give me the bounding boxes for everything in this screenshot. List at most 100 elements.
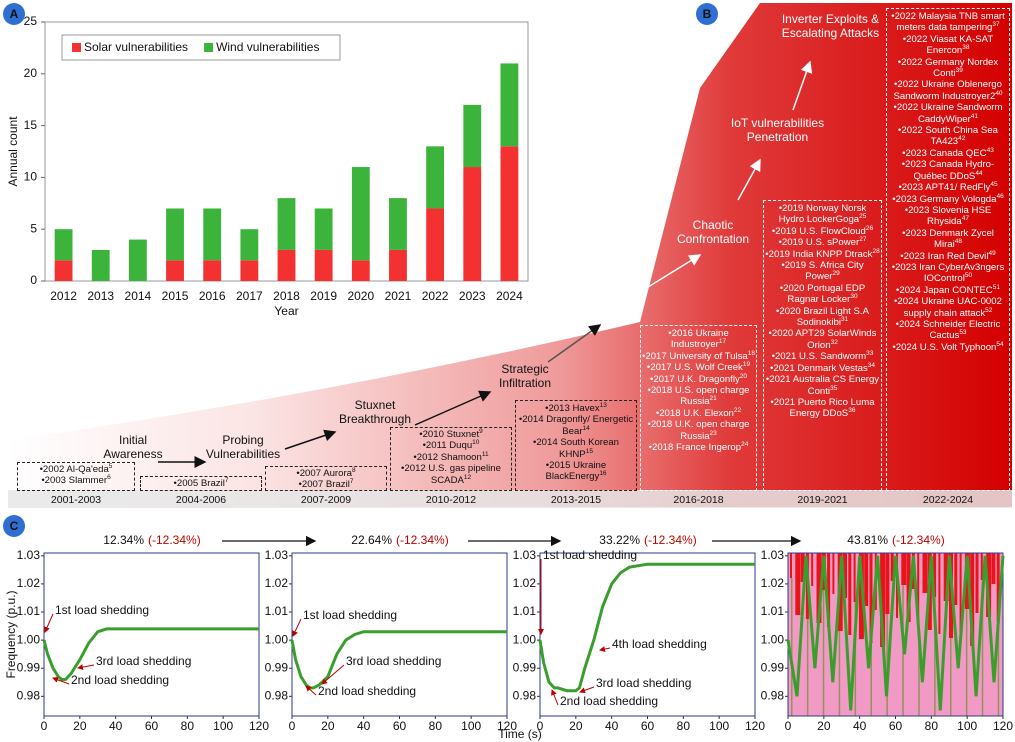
x-tick-label: 2012 <box>50 289 77 303</box>
panel-label: B <box>703 7 712 21</box>
event-ref: 23 <box>709 429 717 437</box>
event-text: •2018 U.K. open charge Russia <box>647 419 750 442</box>
y-tick-label: 1.00 <box>761 632 785 646</box>
event-ref: 34 <box>867 361 875 369</box>
event: •2019 S. Africa City Power29 <box>765 260 880 283</box>
y-tick-label: 0.98 <box>513 688 537 702</box>
stage-arrows <box>158 390 492 468</box>
event-text: •2023 Canada QEC <box>902 147 987 159</box>
x-tick-label: 60 <box>889 719 903 733</box>
event: •2002 Al-Qa'eda5 <box>19 462 133 475</box>
event-text: •2005 Brazil <box>173 478 225 489</box>
title-value: 22.64% <box>351 533 392 547</box>
event-text: •2019 S. Africa City Power <box>781 260 864 283</box>
event-box: •2002 Al-Qa'eda5 •2003 Slammer6 <box>17 462 135 491</box>
annotation: 3rd load shedding <box>596 676 691 690</box>
event-text: •2023 Slovenia HSE Rhysida <box>904 204 992 228</box>
x-tick-label: 100 <box>709 719 729 733</box>
bar-segment <box>240 229 259 261</box>
event: •2011 Duqu10 <box>392 439 510 452</box>
event: •2023 Germany Vologda46 <box>888 193 1008 205</box>
event-ref: 25 <box>859 213 867 221</box>
event: •2022 Malaysia TNB smart meters data tam… <box>888 11 1008 34</box>
event: •2023 Slovenia HSE Rhysida47 <box>888 205 1008 228</box>
event-text: •2007 Aurora <box>296 468 352 479</box>
annotation: 2nd load shedding <box>318 684 416 698</box>
event: •2024 U.S. Volt Typhoon54 <box>888 341 1008 353</box>
event: •2022 Germany Nordex Conti39 <box>888 57 1008 80</box>
event-ref: 5 <box>108 462 113 470</box>
y-tick-label: 20 <box>24 66 38 80</box>
y-tick-label: 1.02 <box>761 576 785 590</box>
annotation: 1st load shedding <box>303 608 397 622</box>
bar-segment <box>351 260 370 281</box>
bar-segment <box>166 260 184 281</box>
y-tick-label: 0.99 <box>513 660 537 674</box>
annotation-arrow <box>77 664 95 671</box>
event: •2024 Japan CONTEC51 <box>888 284 1008 296</box>
chaos-band <box>954 553 958 605</box>
chaos-band <box>795 553 801 615</box>
event-text: •2023 Denmark Zycel Mirai <box>902 227 994 251</box>
y-tick-label: 1.02 <box>513 576 537 590</box>
bar-segment <box>203 208 222 261</box>
title-value: 33.22% <box>599 533 640 547</box>
event-text: •2013 Havex <box>545 403 600 414</box>
event: •2014 Dragonfly/ Energetic Bear14 <box>517 414 635 437</box>
chaos-band <box>901 553 907 585</box>
chaos-band <box>933 553 937 597</box>
event-ref: 42 <box>958 135 966 143</box>
annotation: 1st load shedding <box>543 548 637 562</box>
x-tick-label: 120 <box>249 719 269 733</box>
event-text: •2023 APT41/ RedFly <box>898 182 991 194</box>
event-ref: 7 <box>224 476 229 484</box>
stage-label: Stuxnet Breakthrough <box>338 398 412 426</box>
event-ref: 53 <box>959 329 967 337</box>
annotation: 2nd load shedding <box>71 673 169 687</box>
event-ref: 7 <box>349 478 354 486</box>
event: •2020 Brazil Light S.A Sodinokibi31 <box>765 306 880 329</box>
bar-segment <box>314 208 333 250</box>
event: •2019 U.S. sPower27 <box>765 236 880 249</box>
y-tick-label: 0.99 <box>265 660 289 674</box>
event: •2020 Portugal EDP Ragnar Locker30 <box>765 283 880 306</box>
event-box: •2022 Malaysia TNB smart meters data tam… <box>886 8 1010 491</box>
event: •2022 Ukraine Oblenergo Sandworm Industr… <box>888 79 1008 102</box>
x-tick-label: 40 <box>853 719 867 733</box>
x-tick-label: 40 <box>605 719 619 733</box>
event-text: •2011 Duqu <box>422 440 473 452</box>
event-ref: 36 <box>848 407 856 415</box>
event-text: •2024 U.S. Volt Typhoon <box>892 341 997 353</box>
event-ref: 32 <box>830 338 838 346</box>
event-ref: 18 <box>747 349 755 357</box>
event-text: •2012 Shamoon <box>413 451 482 463</box>
y-tick-label: 1.02 <box>17 576 41 590</box>
x-tick-label: 2020 <box>347 289 374 303</box>
x-tick-label: 40 <box>109 719 123 733</box>
bar-segment <box>240 260 259 281</box>
event: •2010 Stuxnet9 <box>392 428 510 440</box>
event-ref: 52 <box>985 306 993 314</box>
event-ref: 24 <box>741 440 749 448</box>
chaos-band <box>950 638 952 716</box>
event-ref: 19 <box>742 361 751 369</box>
event: •2007 Aurora8 <box>267 467 385 479</box>
event: •2016 Ukraine Industroyer17 <box>642 328 755 351</box>
event-text: •2018 France Ingerop <box>648 442 742 454</box>
y-tick-label: 1.02 <box>265 576 289 590</box>
event-ref: 20 <box>739 372 747 380</box>
event-ref: 37 <box>992 21 1000 29</box>
x-tick-label: 0 <box>785 719 792 733</box>
event-text: •2014 Dragonfly/ Energetic Bear <box>518 414 634 437</box>
chaos-band <box>816 553 822 623</box>
x-tick-label: 80 <box>925 719 939 733</box>
event: •2024 Ukraine UAC-0002 supply chain atta… <box>888 296 1008 319</box>
event-box: •2016 Ukraine Industroyer17 •2017 Univers… <box>640 325 757 491</box>
event-text: •2023 Iran CyberAv3ngers IOControl <box>891 261 1005 285</box>
chaos-band <box>811 553 814 586</box>
event-ref: 35 <box>830 384 838 392</box>
x-tick-label: 2019 <box>310 289 337 303</box>
event-text: •2019 U.S. sPower <box>778 237 860 249</box>
x-tick-label: 2023 <box>459 289 486 303</box>
event-text: •2022 Ukraine Oblenergo Sandworm Industr… <box>893 79 1002 102</box>
